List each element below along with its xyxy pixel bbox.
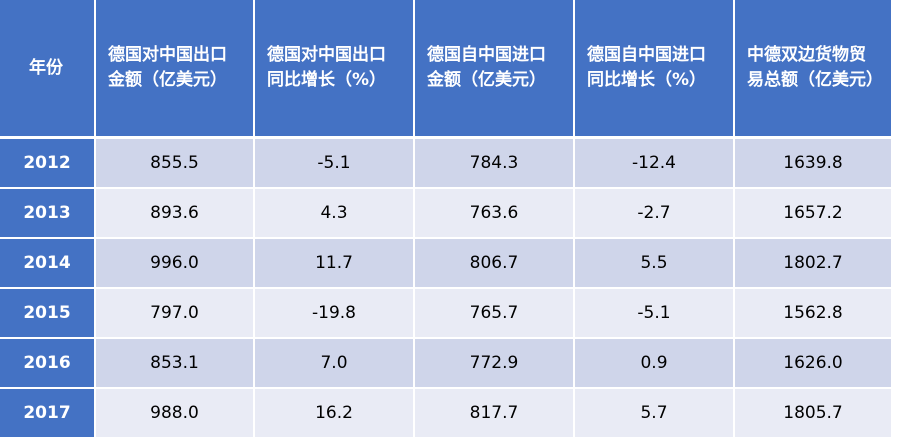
year-cell: 2015 <box>0 289 94 337</box>
value-cell: 7.0 <box>255 339 413 387</box>
value-cell: 1639.8 <box>735 139 891 187</box>
value-cell: 5.5 <box>575 239 733 287</box>
value-cell: 797.0 <box>96 289 253 337</box>
value-cell: 1626.0 <box>735 339 891 387</box>
year-cell: 2014 <box>0 239 94 287</box>
value-cell: -12.4 <box>575 139 733 187</box>
value-cell: 11.7 <box>255 239 413 287</box>
value-cell: 806.7 <box>415 239 573 287</box>
header-cell: 德国自中国进口金额（亿美元） <box>415 0 573 136</box>
value-cell: 4.3 <box>255 189 413 237</box>
value-cell: 765.7 <box>415 289 573 337</box>
value-cell: 853.1 <box>96 339 253 387</box>
value-cell: 988.0 <box>96 389 253 437</box>
year-cell: 2013 <box>0 189 94 237</box>
value-cell: -5.1 <box>255 139 413 187</box>
value-cell: 5.7 <box>575 389 733 437</box>
year-cell: 2017 <box>0 389 94 437</box>
value-cell: 784.3 <box>415 139 573 187</box>
value-cell: 0.9 <box>575 339 733 387</box>
year-cell: 2016 <box>0 339 94 387</box>
value-cell: 1562.8 <box>735 289 891 337</box>
value-cell: 1805.7 <box>735 389 891 437</box>
value-cell: -19.8 <box>255 289 413 337</box>
year-cell: 2012 <box>0 139 94 187</box>
value-cell: -5.1 <box>575 289 733 337</box>
header-cell: 德国自中国进口同比增长（%） <box>575 0 733 136</box>
header-cell: 中德双边货物贸易总额（亿美元） <box>735 0 891 136</box>
header-cell: 德国对中国出口金额（亿美元） <box>96 0 253 136</box>
value-cell: 772.9 <box>415 339 573 387</box>
value-cell: 1657.2 <box>735 189 891 237</box>
value-cell: 996.0 <box>96 239 253 287</box>
value-cell: 893.6 <box>96 189 253 237</box>
value-cell: 16.2 <box>255 389 413 437</box>
value-cell: 1802.7 <box>735 239 891 287</box>
value-cell: -2.7 <box>575 189 733 237</box>
header-cell: 德国对中国出口同比增长（%） <box>255 0 413 136</box>
header-cell: 年份 <box>0 0 94 136</box>
value-cell: 855.5 <box>96 139 253 187</box>
value-cell: 763.6 <box>415 189 573 237</box>
value-cell: 817.7 <box>415 389 573 437</box>
